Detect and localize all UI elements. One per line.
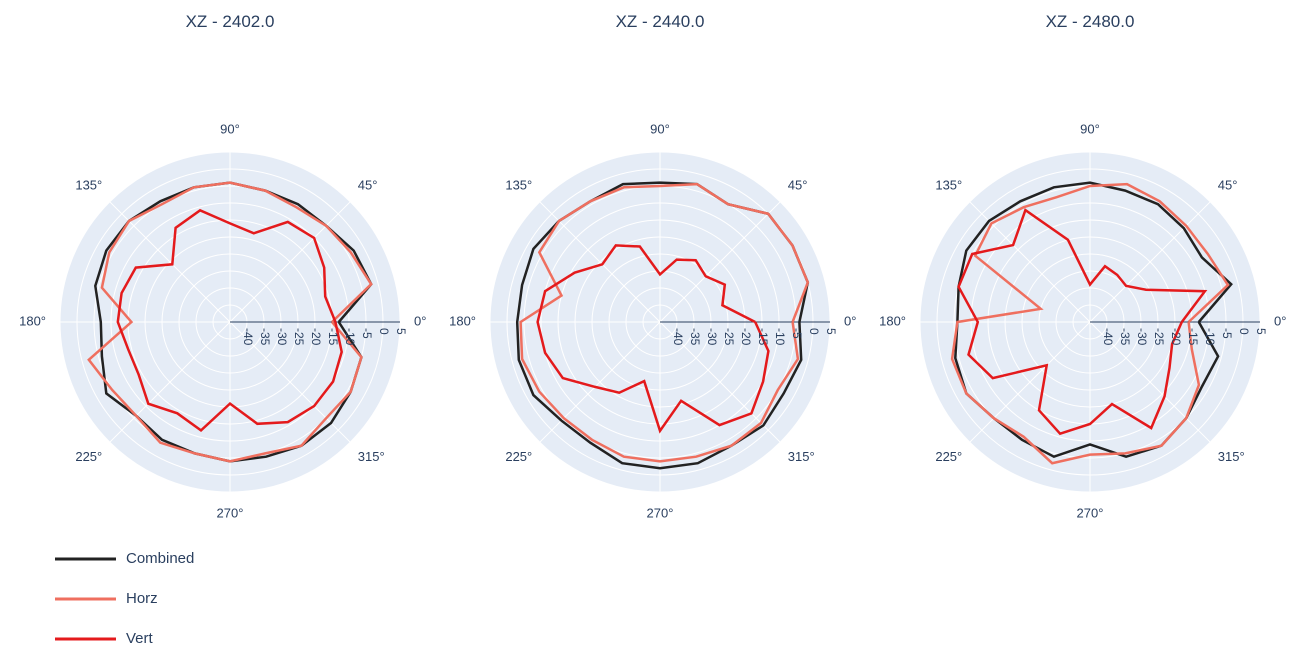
radial-tick-label: 5 [824, 328, 838, 335]
angular-gridline [659, 201, 781, 323]
radial-tick-label: -15 [756, 328, 770, 346]
angular-tick-label: 315° [1218, 449, 1245, 464]
subplot-panels: XZ - 2402.0-40 -35 -30 -25 -20 -15 -10 -5 0 50°45… [19, 12, 1286, 520]
radial-tick-label: -40 [1101, 328, 1115, 346]
legend-label: Horz [126, 590, 158, 607]
series-line-horz[interactable] [519, 182, 810, 463]
radial-tick-label: -10 [343, 328, 357, 346]
angular-tick-label: 90° [220, 121, 240, 136]
angular-tick-label: 270° [1077, 505, 1104, 520]
angular-tick-label: 45° [788, 178, 808, 193]
angular-gridline [109, 321, 231, 443]
angular-tick-label: 180° [449, 313, 476, 328]
radial-tick-label: 5 [394, 328, 408, 335]
radial-tick-label: -40 [241, 328, 255, 346]
angular-tick-label: 270° [217, 505, 244, 520]
polar-subplot: XZ - 2480.0 -40 -35 -30 -25 -20 -15 -10 -5 0 5 0° 45… [879, 12, 1286, 520]
legend-label: Combined [126, 550, 194, 567]
polar-subplot: XZ - 2402.0 -40 -35 -30 -25 -20 -15 -10 -5 0 5 0° 45… [19, 12, 426, 520]
legend[interactable]: Combined Horz Vert [55, 550, 194, 647]
radial-tick-label: -35 [688, 328, 702, 346]
angular-tick-label: 45° [358, 178, 378, 193]
radial-tick-label: -15 [326, 328, 340, 346]
angular-tick-label: 225° [505, 449, 532, 464]
angular-gridline [969, 321, 1091, 443]
angular-gridline [1089, 201, 1211, 323]
radial-tick-label: -5 [1220, 328, 1234, 339]
radial-tick-label: 0 [807, 328, 821, 335]
angular-tick-label: 0° [844, 313, 856, 328]
series-line-vert[interactable] [957, 208, 1208, 436]
radial-tick-label: -20 [739, 328, 753, 346]
radial-tick-label: -30 [1135, 328, 1149, 346]
radial-tick-label: -30 [275, 328, 289, 346]
radial-tick-label: -20 [309, 328, 323, 346]
radial-tick-label: -25 [292, 328, 306, 346]
legend-label: Vert [126, 630, 154, 647]
subplot-title: XZ - 2440.0 [616, 12, 705, 31]
angular-tick-label: 270° [647, 505, 674, 520]
angular-tick-label: 135° [505, 178, 532, 193]
radial-tick-label: -40 [671, 328, 685, 346]
radial-tick-label: -30 [705, 328, 719, 346]
angular-tick-label: 90° [1080, 121, 1100, 136]
series-line-horz[interactable] [87, 181, 373, 463]
angular-gridline [229, 201, 351, 323]
angular-tick-label: 0° [414, 313, 426, 328]
series-line-vert[interactable] [536, 244, 770, 434]
angular-tick-label: 90° [650, 121, 670, 136]
legend-item-horz[interactable]: Horz [55, 590, 158, 607]
radial-tick-label: 0 [377, 328, 391, 335]
subplot-title: XZ - 2402.0 [186, 12, 275, 31]
angular-tick-label: 225° [75, 449, 102, 464]
legend-item-vert[interactable]: Vert [55, 630, 154, 647]
radial-tick-label: -25 [722, 328, 736, 346]
series-line-vert[interactable] [116, 208, 343, 433]
radial-tick-label: -5 [360, 328, 374, 339]
angular-tick-label: 135° [935, 178, 962, 193]
angular-tick-label: 45° [1218, 178, 1238, 193]
radial-tick-label: -10 [773, 328, 787, 346]
radial-tick-label: -10 [1203, 328, 1217, 346]
angular-gridline [1089, 321, 1211, 443]
angular-tick-label: 0° [1274, 313, 1286, 328]
subplot-title: XZ - 2480.0 [1046, 12, 1135, 31]
series-line-horz[interactable] [950, 182, 1230, 465]
radial-tick-label: -35 [1118, 328, 1132, 346]
angular-tick-label: 135° [75, 178, 102, 193]
angular-gridline [539, 321, 661, 443]
polar-subplot: XZ - 2440.0 -40 -35 -30 -25 -20 -15 -10 -5 0 5 0° 45… [449, 12, 856, 520]
angular-tick-label: 315° [788, 449, 815, 464]
radial-tick-label: -15 [1186, 328, 1200, 346]
radial-tick-label: -20 [1169, 328, 1183, 346]
radial-tick-label: -5 [790, 328, 804, 339]
radial-tick-label: -25 [1152, 328, 1166, 346]
legend-item-combined[interactable]: Combined [55, 550, 194, 567]
radial-tick-label: 5 [1254, 328, 1268, 335]
radial-tick-label: -35 [258, 328, 272, 346]
angular-tick-label: 180° [879, 313, 906, 328]
angular-tick-label: 225° [935, 449, 962, 464]
angular-tick-label: 180° [19, 313, 46, 328]
radial-tick-label: 0 [1237, 328, 1251, 335]
angular-tick-label: 315° [358, 449, 385, 464]
